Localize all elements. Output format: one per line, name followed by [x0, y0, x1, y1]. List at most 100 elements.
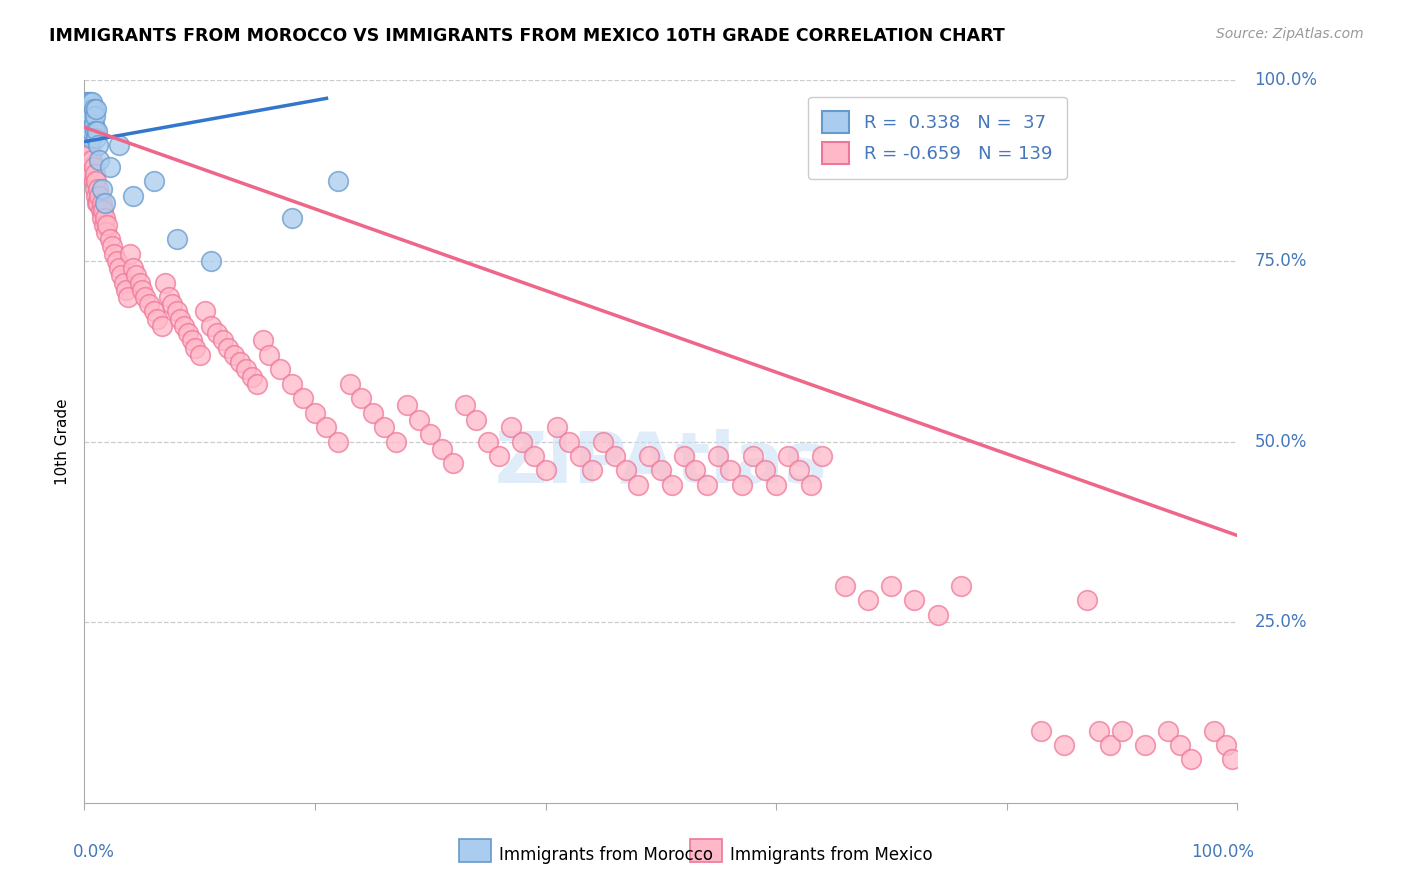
Text: IMMIGRANTS FROM MOROCCO VS IMMIGRANTS FROM MEXICO 10TH GRADE CORRELATION CHART: IMMIGRANTS FROM MOROCCO VS IMMIGRANTS FR…: [49, 27, 1005, 45]
Point: [84, 131, 107, 145]
Text: Immigrants from Morocco: Immigrants from Morocco: [499, 847, 713, 864]
Point: [173, 318, 195, 333]
Point: [180, 334, 202, 348]
Point: [82, 124, 104, 138]
Point: [730, 478, 752, 492]
Point: [83, 117, 105, 131]
Point: [160, 297, 183, 311]
Point: [108, 138, 131, 153]
Point: [108, 261, 131, 276]
Text: 0.0%: 0.0%: [73, 843, 115, 861]
Point: [441, 456, 464, 470]
Point: [142, 174, 165, 188]
Point: [98, 160, 121, 174]
Point: [87, 182, 110, 196]
Point: [315, 420, 337, 434]
Point: [115, 283, 138, 297]
Point: [82, 167, 104, 181]
Point: [117, 290, 139, 304]
Point: [76, 95, 98, 109]
Point: [1133, 738, 1156, 752]
Point: [246, 376, 269, 391]
Point: [373, 420, 395, 434]
Point: [1157, 723, 1180, 738]
Point: [146, 311, 169, 326]
Point: [177, 326, 200, 340]
Point: [229, 355, 252, 369]
Point: [235, 362, 257, 376]
Point: [121, 261, 143, 276]
Point: [1031, 723, 1053, 738]
Point: [89, 189, 111, 203]
Point: [112, 276, 135, 290]
Point: [292, 391, 315, 405]
Point: [77, 145, 100, 160]
Point: [90, 182, 112, 196]
Point: [83, 110, 105, 124]
Point: [754, 463, 776, 477]
Point: [121, 189, 143, 203]
Point: [110, 268, 132, 283]
Point: [1168, 738, 1191, 752]
Point: [86, 124, 108, 138]
Point: [76, 102, 98, 116]
Point: [326, 174, 349, 188]
Point: [880, 579, 903, 593]
Point: [557, 434, 579, 449]
Point: [477, 434, 499, 449]
Point: [94, 211, 117, 225]
Point: [84, 174, 107, 188]
Point: [79, 124, 101, 138]
Point: [1053, 738, 1076, 752]
Point: [419, 427, 441, 442]
Point: [903, 593, 925, 607]
Point: [89, 153, 111, 167]
Point: [184, 341, 207, 355]
Point: [672, 449, 695, 463]
Point: [79, 95, 101, 109]
Point: [1099, 738, 1122, 752]
Point: [1204, 723, 1226, 738]
Point: [77, 131, 100, 145]
Point: [76, 110, 98, 124]
Point: [86, 196, 108, 211]
Point: [281, 211, 304, 225]
Point: [465, 413, 488, 427]
Point: [84, 102, 107, 116]
Point: [350, 391, 373, 405]
Point: [858, 593, 880, 607]
Point: [718, 463, 741, 477]
Point: [1088, 723, 1111, 738]
Text: Source: ZipAtlas.com: Source: ZipAtlas.com: [1216, 27, 1364, 41]
Point: [396, 398, 419, 412]
Point: [83, 174, 105, 188]
Point: [685, 463, 707, 477]
Point: [75, 124, 97, 138]
Point: [488, 449, 510, 463]
Point: [776, 449, 799, 463]
Point: [82, 153, 104, 167]
Point: [430, 442, 453, 456]
Point: [166, 232, 188, 246]
Legend: R =  0.338   N =  37, R = -0.659   N = 139: R = 0.338 N = 37, R = -0.659 N = 139: [808, 96, 1067, 178]
Point: [101, 239, 124, 253]
Point: [281, 376, 304, 391]
Point: [534, 463, 557, 477]
Point: [76, 110, 98, 124]
Point: [105, 253, 128, 268]
Point: [257, 348, 280, 362]
Point: [224, 348, 246, 362]
Text: 25.0%: 25.0%: [1254, 613, 1308, 632]
Point: [627, 478, 650, 492]
Point: [83, 102, 105, 116]
Point: [707, 449, 730, 463]
Point: [742, 449, 765, 463]
Point: [91, 203, 114, 218]
Point: [546, 420, 568, 434]
Point: [79, 153, 101, 167]
Point: [80, 160, 103, 174]
Point: [927, 607, 949, 622]
Point: [834, 579, 856, 593]
Point: [512, 434, 534, 449]
Point: [1180, 752, 1202, 766]
